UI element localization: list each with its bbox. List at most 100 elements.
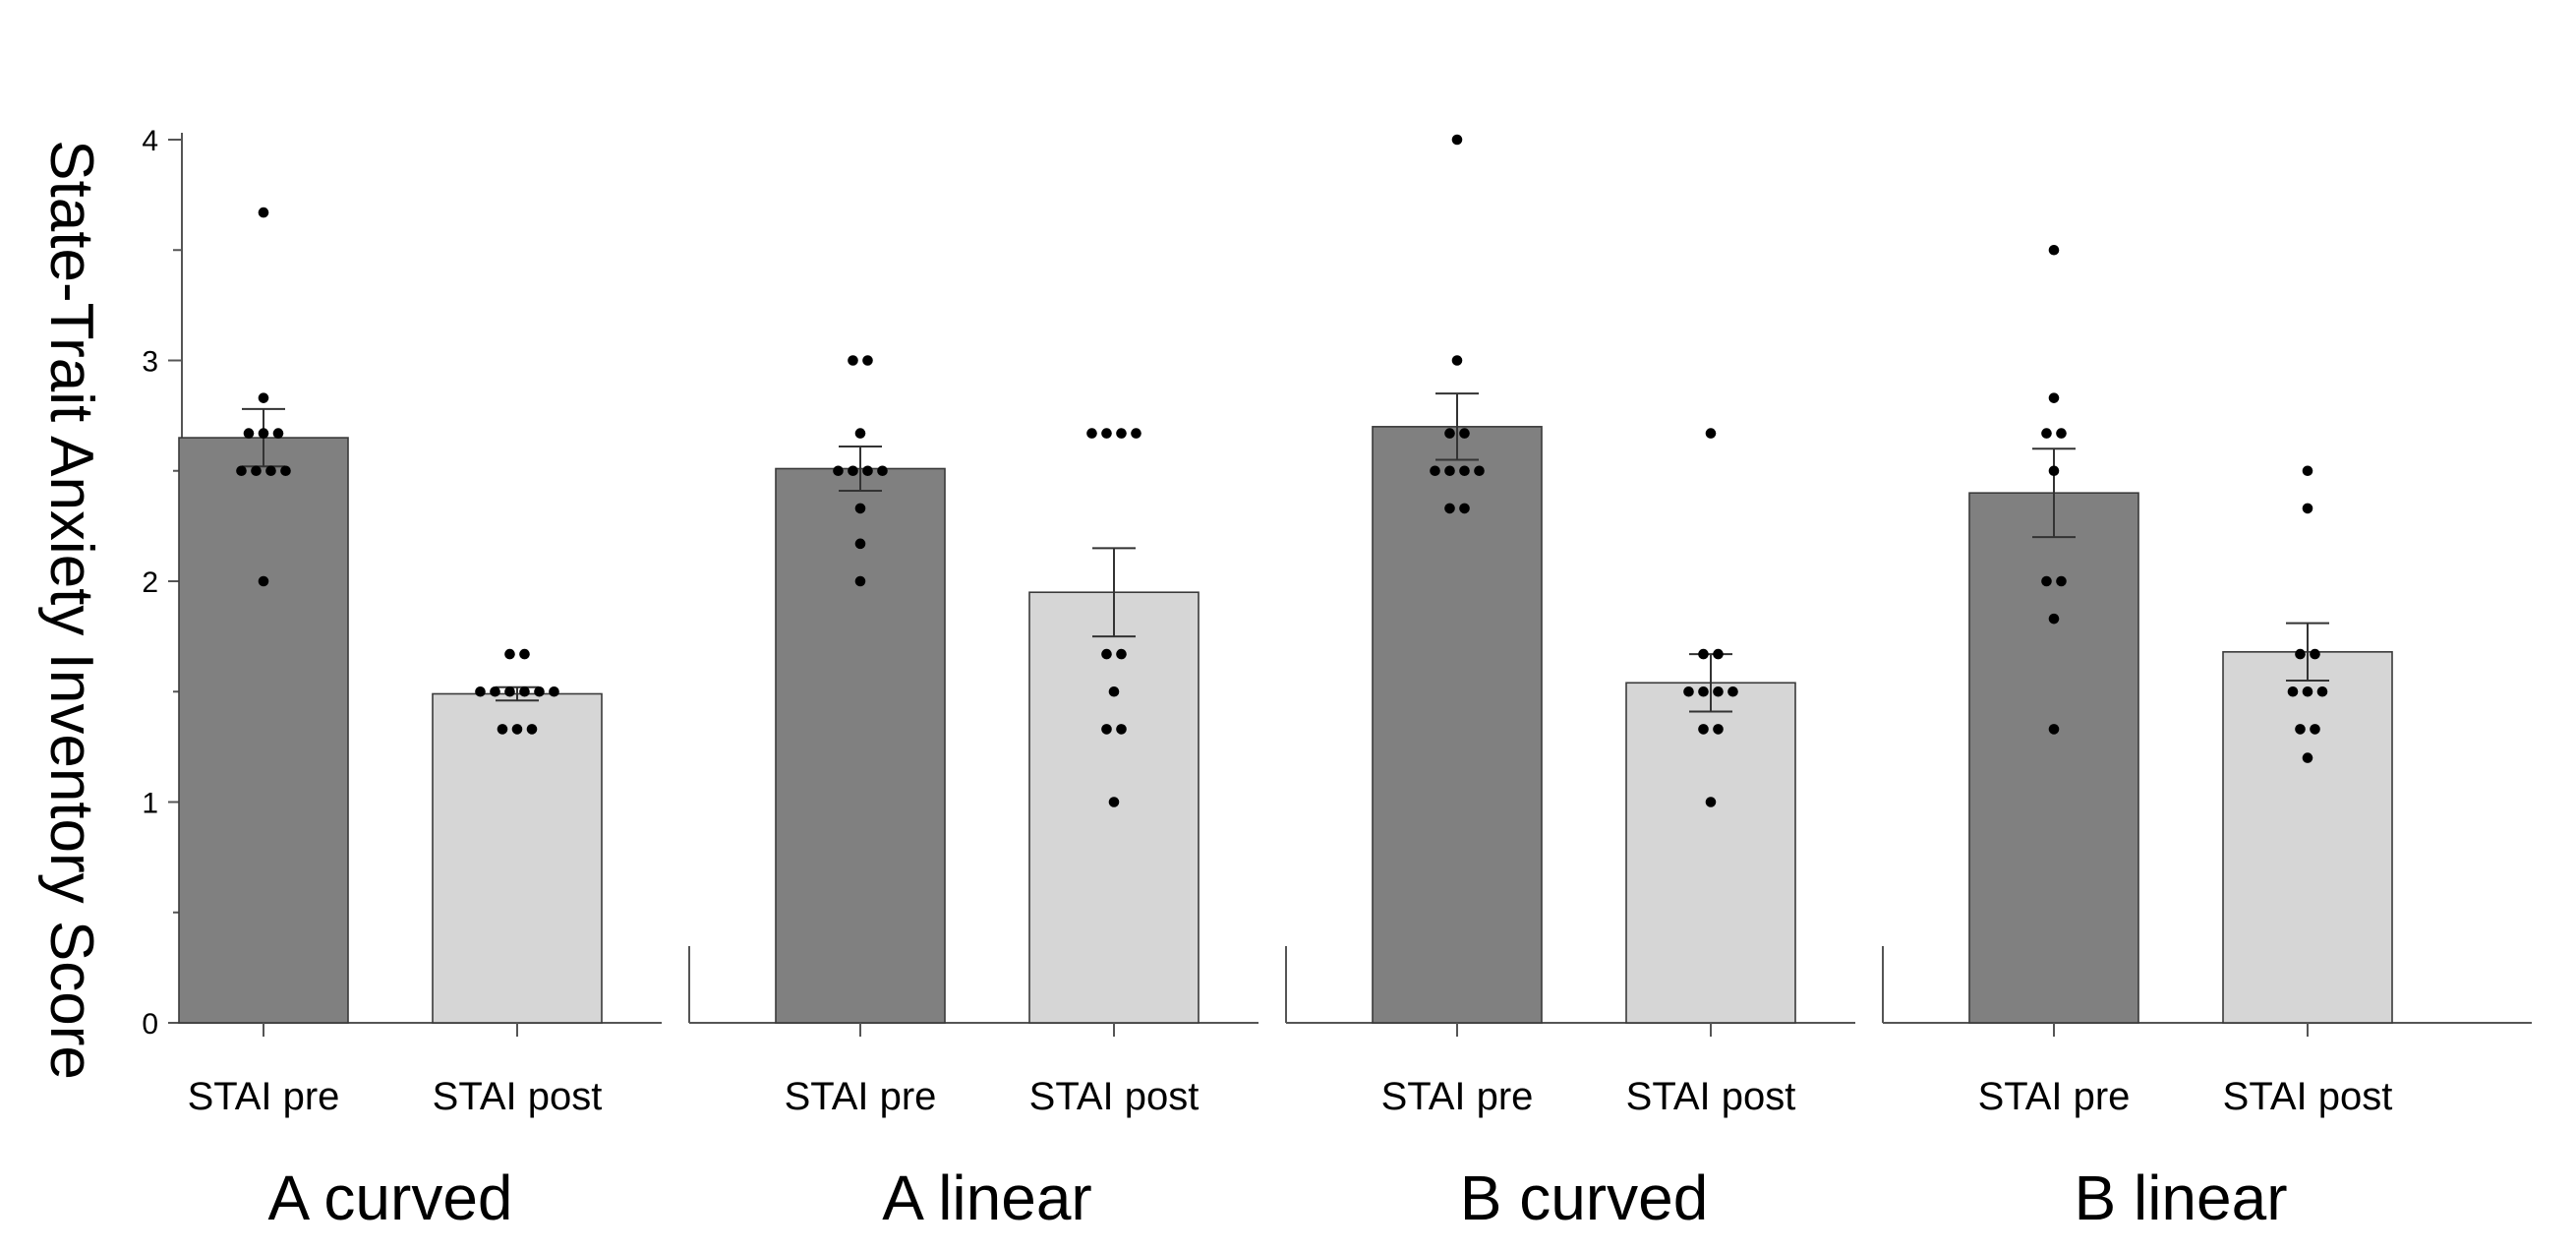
data-point: [258, 575, 269, 587]
data-point: [848, 465, 858, 477]
data-point: [854, 575, 866, 587]
data-point: [1101, 428, 1112, 439]
data-point: [497, 724, 508, 735]
data-point: [1705, 428, 1717, 439]
bar-category-label: STAI post: [433, 1075, 603, 1118]
data-point: [2316, 685, 2328, 697]
bar-pre: [1968, 492, 2139, 1024]
data-point: [2048, 392, 2060, 403]
group-label: A linear: [882, 1162, 1091, 1233]
y-tick-label: 3: [142, 346, 158, 379]
data-point: [549, 685, 559, 697]
bar-pre: [775, 467, 946, 1024]
data-point: [1698, 724, 1709, 735]
data-point: [2041, 575, 2052, 587]
data-point: [1713, 685, 1724, 697]
group-label: B linear: [2075, 1162, 2288, 1233]
data-point: [1108, 797, 1120, 807]
data-point: [848, 355, 858, 366]
data-point: [1698, 648, 1709, 660]
data-point: [2048, 465, 2060, 477]
y-tick-label: 0: [142, 1008, 158, 1041]
data-point: [862, 355, 873, 366]
data-point: [854, 538, 866, 550]
bar-category-label: STAI post: [1029, 1075, 1200, 1118]
data-point: [280, 465, 291, 477]
y-tick-label: 4: [142, 125, 158, 157]
bar-pre: [1372, 426, 1543, 1024]
data-point: [1116, 648, 1127, 660]
bar-pre: [178, 437, 349, 1024]
data-point: [258, 207, 269, 218]
data-point: [243, 428, 255, 439]
data-point: [490, 685, 500, 697]
y-axis-title: State-Trait Anxiety Inventory Score: [37, 140, 105, 1080]
bar-category-label: STAI pre: [188, 1075, 340, 1118]
bar-post: [1625, 682, 1796, 1024]
data-point: [2310, 648, 2320, 660]
data-point: [1086, 428, 1097, 439]
bar-category-label: STAI post: [1626, 1075, 1796, 1118]
y-tick-label: 1: [142, 788, 158, 820]
data-point: [2056, 575, 2067, 587]
data-point: [1131, 428, 1142, 439]
bar-category-label: STAI pre: [1381, 1075, 1534, 1118]
data-point: [2041, 428, 2052, 439]
data-point: [504, 648, 515, 660]
data-point: [1451, 355, 1463, 366]
bar-post: [2222, 651, 2393, 1024]
data-point: [265, 465, 276, 477]
data-point: [511, 724, 523, 735]
data-point: [1451, 134, 1463, 146]
data-point: [1683, 685, 1694, 697]
group-label: B curved: [1460, 1162, 1709, 1233]
data-point: [1713, 648, 1724, 660]
data-point: [526, 724, 538, 735]
data-point: [2302, 503, 2313, 514]
data-point: [475, 685, 486, 697]
data-point: [1101, 648, 1112, 660]
data-point: [1116, 428, 1127, 439]
data-point: [1444, 465, 1455, 477]
data-point: [1108, 685, 1120, 697]
data-point: [877, 465, 888, 477]
data-point: [519, 648, 530, 660]
data-point: [2056, 428, 2067, 439]
data-point: [854, 428, 866, 439]
data-point: [1101, 724, 1112, 735]
data-point: [833, 465, 844, 477]
data-point: [1116, 724, 1127, 735]
data-point: [519, 685, 530, 697]
data-point: [2048, 244, 2060, 256]
data-point: [854, 503, 866, 514]
data-point: [2310, 724, 2320, 735]
bar-post: [432, 692, 603, 1024]
data-point: [1444, 503, 1455, 514]
data-point: [2048, 724, 2060, 735]
data-point: [251, 465, 262, 477]
data-point: [2302, 752, 2313, 763]
data-point: [272, 428, 284, 439]
group-label: A curved: [267, 1162, 512, 1233]
data-point: [1459, 503, 1470, 514]
data-point: [2302, 465, 2313, 477]
data-point: [2295, 648, 2306, 660]
data-point: [1727, 685, 1738, 697]
bar-category-label: STAI pre: [785, 1075, 937, 1118]
data-point: [236, 465, 247, 477]
data-point: [534, 685, 545, 697]
data-point: [1459, 428, 1470, 439]
bar-post: [1028, 591, 1200, 1024]
data-point: [2295, 724, 2306, 735]
data-point: [1444, 428, 1455, 439]
data-point: [258, 392, 269, 403]
data-point: [2287, 685, 2299, 697]
bar-category-label: STAI pre: [1978, 1075, 2131, 1118]
data-point: [1698, 685, 1709, 697]
data-point: [1459, 465, 1470, 477]
data-point: [2302, 685, 2313, 697]
bar-category-label: STAI post: [2223, 1075, 2393, 1118]
data-point: [1713, 724, 1724, 735]
data-point: [258, 428, 269, 439]
